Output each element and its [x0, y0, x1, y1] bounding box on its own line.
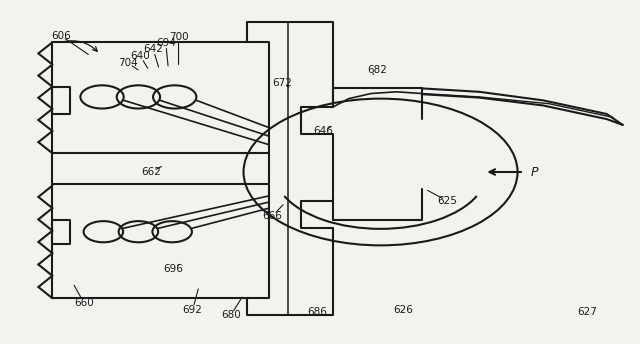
- Text: 660: 660: [74, 298, 94, 308]
- Text: 692: 692: [182, 305, 202, 315]
- Text: 662: 662: [141, 167, 161, 177]
- Text: P: P: [531, 165, 538, 179]
- Text: 627: 627: [578, 307, 598, 317]
- Text: 642: 642: [143, 44, 163, 54]
- Text: 686: 686: [307, 307, 327, 317]
- Text: 626: 626: [393, 305, 413, 315]
- Text: 694: 694: [156, 38, 176, 48]
- Text: 682: 682: [367, 65, 387, 75]
- Text: 704: 704: [118, 58, 138, 68]
- Text: 680: 680: [221, 310, 241, 320]
- Text: 700: 700: [169, 32, 188, 42]
- Text: 646: 646: [313, 126, 333, 136]
- Text: 606: 606: [51, 31, 70, 41]
- Text: 625: 625: [438, 196, 458, 206]
- Text: 672: 672: [272, 78, 292, 88]
- Text: 696: 696: [163, 264, 184, 274]
- Text: 666: 666: [262, 211, 282, 221]
- Text: 640: 640: [131, 51, 150, 61]
